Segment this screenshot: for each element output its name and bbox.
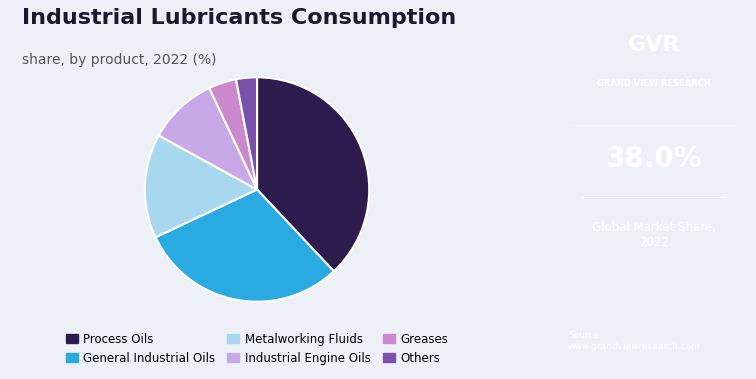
Text: GRAND VIEW RESEARCH: GRAND VIEW RESEARCH: [597, 79, 711, 88]
Text: GVR: GVR: [627, 36, 680, 55]
Text: share, by product, 2022 (%): share, by product, 2022 (%): [22, 53, 216, 67]
Text: 38.0%: 38.0%: [606, 145, 702, 173]
Wedge shape: [257, 77, 369, 271]
Legend: Process Oils, General Industrial Oils, Metalworking Fluids, Industrial Engine Oi: Process Oils, General Industrial Oils, M…: [61, 328, 453, 369]
Text: Industrial Lubricants Consumption: Industrial Lubricants Consumption: [22, 8, 457, 28]
Wedge shape: [236, 77, 257, 190]
Text: Source:
www.grandviewresearch.com: Source: www.grandviewresearch.com: [568, 331, 701, 351]
Text: Global Market Share,
2022: Global Market Share, 2022: [592, 221, 716, 249]
Wedge shape: [156, 190, 334, 302]
Wedge shape: [159, 88, 257, 190]
Wedge shape: [209, 79, 257, 190]
Wedge shape: [145, 135, 257, 237]
